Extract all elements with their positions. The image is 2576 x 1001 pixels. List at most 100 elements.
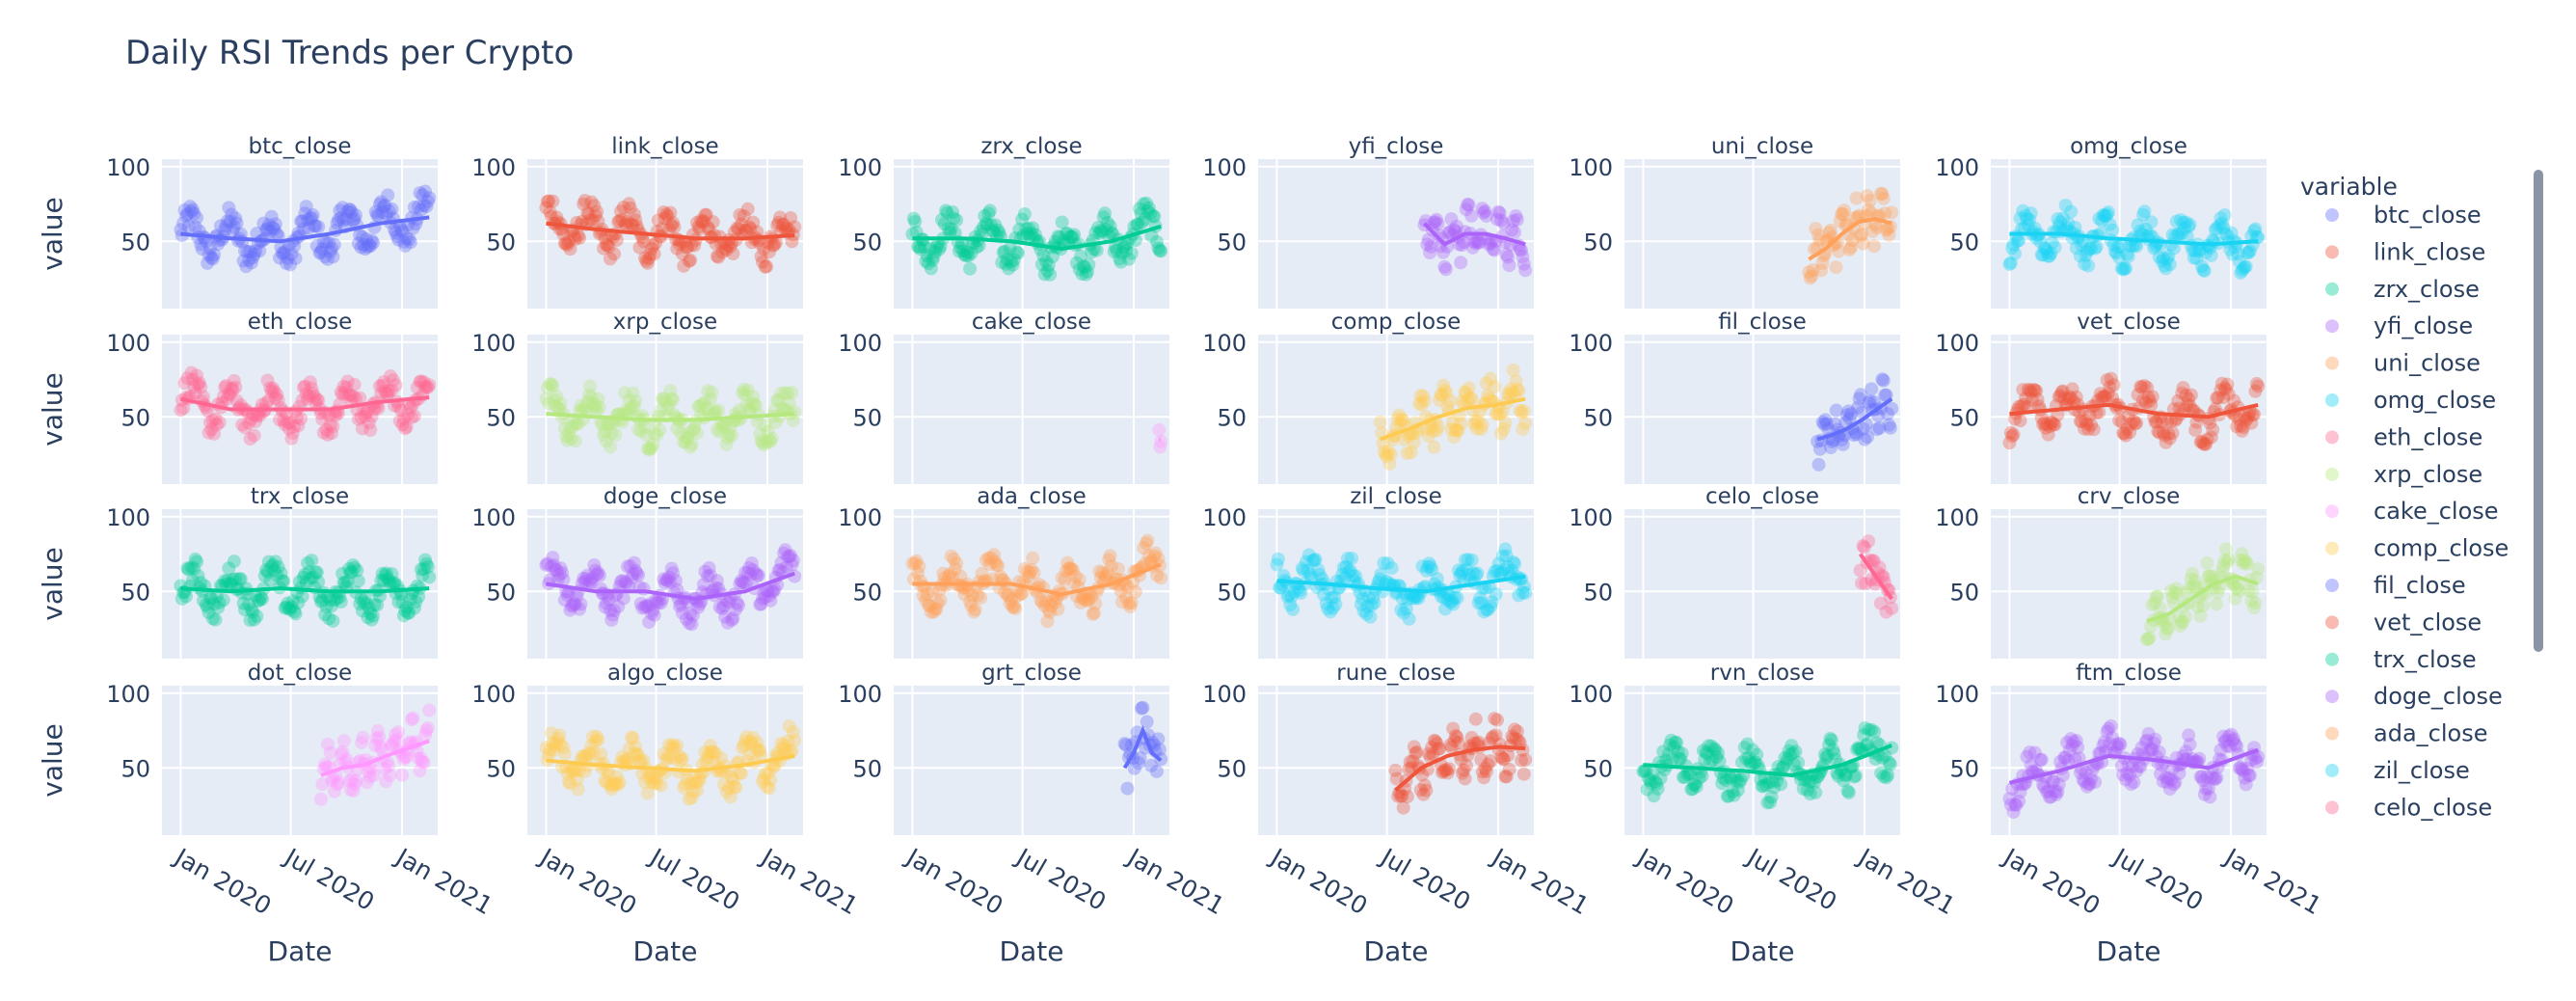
legend-item-ada-close[interactable]: ada_close [2325, 720, 2487, 747]
data-point [2013, 211, 2027, 226]
data-point [1878, 206, 1892, 221]
data-point [212, 416, 227, 430]
subplot-fil-close: fil_close 50 100 [1569, 310, 1900, 484]
legend-item-yfi-close[interactable]: yfi_close [2325, 312, 2473, 339]
data-point [2192, 751, 2207, 766]
data-point [308, 390, 322, 404]
data-point [623, 201, 637, 215]
data-point [1843, 240, 1858, 255]
data-point [366, 235, 381, 250]
data-point [711, 403, 726, 418]
data-point [264, 209, 279, 224]
legend-item-xrp-close[interactable]: xrp_close [2325, 461, 2482, 488]
data-point [1855, 227, 1869, 241]
data-point [2013, 414, 2027, 428]
legend-scrollbar[interactable] [2534, 170, 2543, 652]
data-point [2048, 240, 2062, 255]
data-point [1384, 561, 1399, 576]
legend-item-celo-close[interactable]: celo_close [2325, 794, 2492, 821]
data-point [284, 431, 299, 446]
data-point [1849, 191, 1864, 205]
data-point [1115, 246, 1130, 260]
data-point [342, 388, 357, 402]
data-point [567, 229, 581, 243]
data-point [1418, 214, 1433, 229]
x-axis-label: Date [1364, 935, 1429, 967]
data-point [1034, 257, 1049, 272]
legend-item-zrx-close[interactable]: zrx_close [2325, 276, 2480, 303]
data-point [339, 380, 354, 394]
data-point [2214, 211, 2228, 226]
data-point [562, 234, 577, 249]
data-point [1089, 243, 1104, 257]
data-point [381, 387, 395, 401]
y-tick-label: 100 [1569, 330, 1613, 357]
data-point [614, 204, 629, 219]
data-point [337, 386, 352, 400]
data-point [1051, 602, 1065, 616]
data-point [2104, 718, 2118, 733]
legend-item-uni-close[interactable]: uni_close [2325, 350, 2481, 377]
data-point [908, 215, 923, 230]
legend-item-doge-close[interactable]: doge_close [2325, 683, 2503, 710]
data-point [609, 232, 624, 247]
data-point [1866, 239, 1881, 254]
legend-item-omg-close[interactable]: omg_close [2325, 387, 2496, 414]
x-tick-label: Jan 2021 [755, 842, 863, 920]
data-point [2079, 248, 2093, 262]
data-point [663, 205, 678, 220]
data-point [559, 236, 574, 251]
legend-item-link-close[interactable]: link_close [2325, 238, 2485, 265]
subplot-title: trx_close [251, 484, 349, 509]
data-point [2156, 251, 2170, 265]
data-point [277, 414, 291, 428]
data-point [2007, 246, 2022, 260]
legend-item-zil-close[interactable]: zil_close [2325, 757, 2470, 784]
data-point [379, 207, 393, 222]
data-point [581, 206, 596, 221]
data-point [602, 239, 616, 254]
y-axis-label: value [37, 547, 68, 620]
data-point [218, 380, 232, 394]
data-point [2147, 241, 2161, 256]
data-point [2248, 222, 2263, 236]
data-point [194, 380, 208, 394]
legend-title: variable [2300, 173, 2398, 201]
data-point [2082, 242, 2097, 257]
legend-item-eth-close[interactable]: eth_close [2325, 423, 2482, 450]
data-point [651, 213, 665, 228]
legend-item-cake-close[interactable]: cake_close [2325, 498, 2499, 525]
legend-item-trx-close[interactable]: trx_close [2325, 646, 2477, 673]
legend-item-comp-close[interactable]: comp_close [2325, 535, 2509, 562]
data-point [2106, 223, 2120, 237]
data-point [2112, 251, 2127, 265]
legend-item-vet-close[interactable]: vet_close [2325, 609, 2482, 636]
data-point [1448, 224, 1462, 238]
data-point [313, 245, 328, 259]
data-point [2216, 221, 2231, 235]
legend-item-fil-close[interactable]: fil_close [2325, 572, 2466, 599]
y-tick-label: 100 [471, 154, 516, 181]
data-point [1837, 203, 1851, 218]
data-point [176, 401, 191, 416]
data-point [1076, 259, 1090, 274]
subplot-title: xrp_close [613, 310, 717, 335]
scatter-points [174, 184, 437, 274]
data-point [1020, 226, 1034, 240]
data-point [740, 202, 755, 216]
data-point [358, 409, 372, 423]
legend-label: celo_close [2374, 794, 2492, 821]
data-point [616, 200, 631, 214]
data-point [761, 235, 775, 250]
data-point [422, 191, 437, 205]
data-point [1883, 757, 1897, 771]
data-point [1091, 220, 1106, 234]
data-point [542, 194, 556, 208]
data-point [771, 215, 786, 230]
y-tick-label: 100 [1935, 154, 1979, 181]
data-point [1852, 208, 1866, 223]
data-point [2158, 258, 2172, 273]
legend-item-btc-close[interactable]: btc_close [2325, 202, 2482, 229]
data-point [772, 210, 787, 225]
data-point [305, 554, 319, 568]
